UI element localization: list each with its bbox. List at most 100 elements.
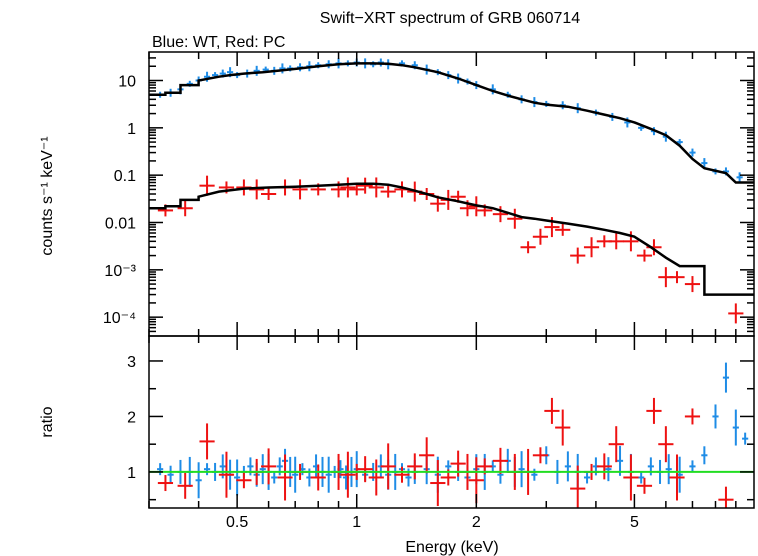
- y-tick-label-ratio: 2: [127, 409, 136, 426]
- y-tick-label-ratio: 3: [127, 354, 136, 371]
- ratio-point-wt: [259, 454, 266, 485]
- ratio-point-wt: [195, 462, 202, 499]
- ratio-point-pc: [608, 426, 624, 463]
- frames-layer: [148, 51, 755, 509]
- spectrum-point-pc: [669, 271, 685, 284]
- y-axis-label-ratio: ratio: [39, 406, 56, 437]
- spectrum-point-pc: [583, 237, 600, 258]
- y-tick-label-spectrum: 10⁻⁴: [103, 310, 136, 327]
- spectrum-point-pc: [684, 276, 701, 293]
- ratio-point-pc: [555, 409, 571, 446]
- chart-title: Swift−XRT spectrum of GRB 060714: [320, 10, 581, 27]
- ratio-point-wt: [583, 471, 591, 484]
- y-axis-label-spectrum: counts s⁻¹ keV⁻¹: [39, 136, 56, 255]
- ratio-point-pc: [419, 437, 435, 474]
- ratio-point-pc: [658, 426, 674, 463]
- ratio-point-pc: [532, 447, 549, 464]
- ratio-point-pc: [310, 464, 326, 491]
- ratio-point-wt: [564, 451, 571, 482]
- ratio-point-pc: [177, 472, 193, 499]
- spectrum-point-pc: [492, 206, 509, 223]
- spectrum-point-pc: [199, 175, 215, 196]
- ratio-point-wt: [712, 404, 719, 429]
- ratio-point-pc: [340, 451, 356, 498]
- ratio-point-pc: [199, 423, 215, 460]
- ratio-point-wt: [742, 432, 749, 445]
- ratio-point-pc: [669, 454, 685, 501]
- y-tick-label-spectrum: 10⁻³: [104, 263, 136, 280]
- x-tick-label: 5: [630, 514, 639, 531]
- ratio-point-pc: [636, 477, 653, 494]
- ratio-point-wt: [665, 454, 672, 485]
- ratio-point-wt: [701, 446, 708, 465]
- x-axis-label: Energy (keV): [405, 539, 498, 556]
- spectrum-point-pc: [357, 177, 373, 194]
- spectrum-point-wt: [736, 172, 743, 183]
- spectrum-point-pc: [340, 177, 356, 198]
- ratio-point-pc: [544, 397, 560, 424]
- spectrum-point-pc: [636, 249, 653, 262]
- spectrum-point-wt: [689, 148, 696, 157]
- ratio-point-pc: [260, 448, 277, 485]
- spectrum-point-wt: [279, 63, 286, 74]
- spectrum-point-pc: [728, 303, 744, 324]
- ratio-point-pc: [236, 472, 252, 489]
- ratio-point-wt: [203, 463, 211, 476]
- ratio-point-pc: [718, 486, 734, 508]
- y-tick-label-spectrum: 0.1: [114, 168, 136, 185]
- ratio-point-wt: [722, 362, 730, 393]
- ratio-point-wt: [689, 460, 696, 473]
- ratio-point-pc: [394, 466, 410, 483]
- ratio-point-wt: [732, 409, 739, 446]
- x-tick-label: 1: [352, 514, 361, 531]
- ratio-point-pc: [407, 453, 423, 480]
- ratio-point-wt: [531, 468, 538, 481]
- ratio-point-pc: [368, 459, 384, 496]
- ratio-point-pc: [596, 453, 612, 480]
- ratio-point-pc: [357, 456, 373, 483]
- ratio-point-pc: [646, 397, 662, 424]
- spectrum-point-pc: [532, 228, 549, 245]
- spectrum-point-pc: [608, 233, 624, 250]
- spectrum-point-pc: [555, 223, 571, 236]
- model-line-wt: [149, 62, 754, 184]
- ratio-point-pc: [218, 451, 235, 498]
- spectrum-point-pc: [260, 188, 277, 200]
- ratio-point-wt: [157, 463, 164, 476]
- spectrum-point-pc: [292, 179, 308, 200]
- ratio-point-wt: [325, 456, 332, 493]
- x-tick-label: 0.5: [226, 514, 248, 531]
- ticks-layer: 0.5 1 2 5 10 1 0.1 0.01 10⁻³ 10⁻⁴ 1 2 3: [103, 52, 754, 531]
- y-tick-label-spectrum: 0.01: [105, 215, 136, 232]
- y-tick-label-spectrum: 1: [127, 121, 136, 138]
- ratio-point-wt: [638, 471, 645, 484]
- ratio-point-pc: [430, 460, 446, 507]
- spectrum-point-pc: [507, 208, 523, 229]
- data-layer: [157, 58, 749, 508]
- spectrum-point-pc: [380, 185, 396, 198]
- spectrum-point-pc: [349, 183, 365, 196]
- spectrum-point-wt: [701, 158, 708, 169]
- spectrum-point-wt: [253, 65, 260, 76]
- ratio-point-wt: [167, 465, 174, 484]
- spectrum-point-pc: [570, 247, 586, 264]
- ratio-point-wt: [605, 457, 612, 482]
- ratio-point-pc: [277, 454, 293, 501]
- ratio-point-wt: [518, 451, 525, 488]
- y-tick-label-ratio: 1: [127, 465, 136, 482]
- ratio-point-pc: [492, 447, 509, 474]
- ratio-point-wt: [616, 445, 624, 476]
- ratio-point-pc: [157, 475, 174, 492]
- spectrum-panel-frame: [148, 51, 755, 337]
- x-tick-label: 2: [472, 514, 481, 531]
- ratio-point-wt: [271, 471, 278, 484]
- ratio-point-pc: [380, 443, 396, 490]
- ratio-point-wt: [234, 459, 241, 496]
- spectrum-point-pc: [520, 241, 536, 254]
- spectrum-point-wt: [676, 139, 683, 146]
- chart-subtitle: Blue: WT, Red: PC: [152, 34, 285, 51]
- ratio-point-pc: [623, 454, 639, 501]
- ratio-point-pc: [684, 408, 701, 425]
- y-tick-label-spectrum: 10: [118, 73, 136, 90]
